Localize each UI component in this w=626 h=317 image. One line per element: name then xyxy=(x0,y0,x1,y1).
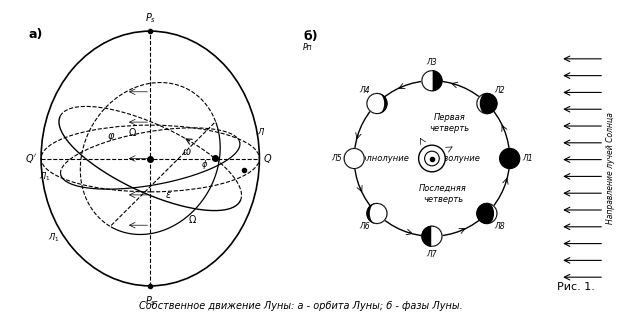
Circle shape xyxy=(344,148,364,169)
Wedge shape xyxy=(422,71,432,91)
Text: $\Omega$: $\Omega$ xyxy=(188,213,197,225)
Circle shape xyxy=(500,148,520,169)
Text: $P_s$: $P_s$ xyxy=(145,11,156,25)
Text: Рп: Рп xyxy=(303,43,313,52)
Ellipse shape xyxy=(480,204,493,223)
Wedge shape xyxy=(477,94,487,113)
Ellipse shape xyxy=(480,94,493,113)
Circle shape xyxy=(424,151,439,166)
Wedge shape xyxy=(432,226,442,246)
Text: а): а) xyxy=(29,28,43,41)
Text: $Л_1$: $Л_1$ xyxy=(39,171,51,183)
Text: Л5: Л5 xyxy=(331,154,342,163)
Text: $Q'$: $Q'$ xyxy=(25,152,38,165)
Circle shape xyxy=(422,226,442,246)
Circle shape xyxy=(367,204,387,223)
Circle shape xyxy=(422,71,442,91)
Text: Последняя
четверть: Последняя четверть xyxy=(419,184,467,204)
Circle shape xyxy=(419,145,445,172)
Text: б): б) xyxy=(303,30,318,43)
Wedge shape xyxy=(487,204,497,223)
Text: Л7: Л7 xyxy=(427,249,437,259)
Text: Л4: Л4 xyxy=(359,87,370,95)
Circle shape xyxy=(344,148,364,169)
Text: $Q$: $Q$ xyxy=(263,152,272,165)
Text: Л8: Л8 xyxy=(494,222,505,230)
Circle shape xyxy=(477,94,497,113)
Text: Л2: Л2 xyxy=(494,87,505,95)
Text: Новолуние: Новолуние xyxy=(433,154,481,163)
Text: $Л$: $Л$ xyxy=(257,126,265,137)
Text: $\varepsilon$: $\varepsilon$ xyxy=(165,190,172,200)
Ellipse shape xyxy=(371,204,384,223)
Text: $\phi$: $\phi$ xyxy=(201,158,208,171)
Text: Л1: Л1 xyxy=(522,154,533,163)
Text: Собственное движение Луны: а - орбита Луны; б - фазы Луны.: Собственное движение Луны: а - орбита Лу… xyxy=(138,301,463,311)
Circle shape xyxy=(367,94,387,113)
Text: Л3: Л3 xyxy=(427,58,437,68)
Text: $\Omega$: $\Omega$ xyxy=(128,126,136,138)
Ellipse shape xyxy=(371,94,384,113)
Text: $P_s$: $P_s$ xyxy=(145,294,156,308)
Text: Направление лучей Солнца: Направление лучей Солнца xyxy=(606,112,615,224)
Text: $\varphi$: $\varphi$ xyxy=(107,131,116,143)
Text: Первая
четверть: Первая четверть xyxy=(429,113,470,133)
Text: $Л_1$: $Л_1$ xyxy=(48,231,59,243)
Wedge shape xyxy=(377,204,387,223)
Text: Л6: Л6 xyxy=(359,222,370,230)
Circle shape xyxy=(477,204,497,223)
Text: $\omega$: $\omega$ xyxy=(182,147,192,158)
Text: Полнолуние: Полнолуние xyxy=(356,154,410,163)
Text: Рис. 1.: Рис. 1. xyxy=(557,281,595,292)
Wedge shape xyxy=(367,94,377,113)
